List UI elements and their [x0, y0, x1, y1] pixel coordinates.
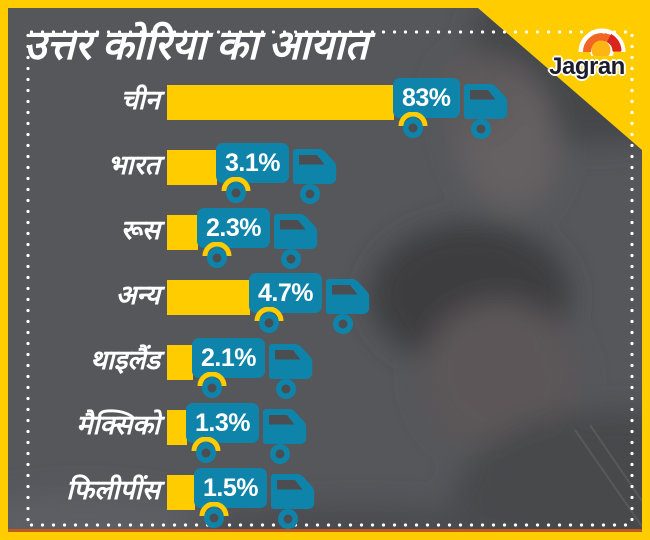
value-label: 3.1% — [225, 148, 280, 177]
value-box: 1.5% — [194, 468, 267, 528]
truck-bar: 2.3% — [167, 208, 321, 270]
truck-rear-wheel-icon — [398, 112, 428, 138]
dotted-border-right — [630, 30, 634, 527]
category-label: चीन — [120, 84, 160, 115]
bar-segment — [167, 345, 193, 380]
truck-rear-wheel-icon — [202, 242, 232, 268]
value-box: 83% — [393, 78, 460, 138]
truck-cab-icon — [292, 149, 337, 204]
category-label: रूस — [120, 214, 160, 245]
truck-bar: 2.1% — [167, 338, 316, 400]
truck-cab-icon — [325, 279, 370, 334]
bar-row: अन्य 4.7% — [18, 265, 642, 334]
truck-bar: 4.7% — [167, 273, 373, 335]
bar-row: रूस 2.3% — [18, 200, 642, 269]
category-label: अन्य — [115, 279, 160, 310]
value-box: 2.1% — [192, 338, 265, 398]
bar-segment — [167, 215, 198, 250]
bar-row: चीन 83% — [18, 70, 642, 139]
value-label: 4.7% — [258, 278, 313, 307]
truck-rear-wheel-icon — [221, 177, 251, 203]
truck-bar: 1.3% — [167, 403, 310, 465]
bar-row: फिलीपींस 1.5% — [18, 460, 642, 529]
truck-cab-icon — [262, 409, 307, 464]
bar-segment — [167, 85, 394, 120]
dotted-border-bottom — [26, 523, 634, 527]
truck-rear-wheel-icon — [254, 307, 284, 333]
value-label: 1.3% — [195, 408, 250, 437]
bar-segment — [167, 475, 195, 510]
bar-row: थाइलैंड 2.1% — [18, 330, 642, 399]
jagran-logo-arc-icon — [578, 28, 626, 62]
value-label: 1.5% — [203, 473, 258, 502]
truck-bar: 83% — [167, 78, 511, 140]
jagran-logo-text: Jagran — [549, 53, 625, 80]
truck-cab-icon — [273, 214, 318, 269]
truck-rear-wheel-icon — [197, 372, 227, 398]
bar-segment — [167, 410, 187, 445]
category-label: थाइलैंड — [89, 344, 160, 375]
value-label: 83% — [402, 83, 451, 112]
category-label: फिलीपींस — [66, 474, 160, 505]
bar-segment — [167, 280, 250, 315]
category-label: भारत — [107, 149, 160, 180]
page-title: उत्तर कोरिया का आयात — [24, 22, 368, 68]
value-box: 3.1% — [216, 143, 289, 203]
truck-cab-icon — [268, 344, 313, 399]
dotted-border-top — [26, 30, 634, 34]
bar-segment — [167, 150, 217, 185]
truck-cab-icon — [463, 84, 507, 139]
value-box: 1.3% — [186, 403, 259, 463]
category-label: मैक्सिको — [76, 409, 160, 440]
truck-rear-wheel-icon — [199, 502, 229, 528]
truck-rear-wheel-icon — [191, 437, 221, 463]
bar-row: मैक्सिको 1.3% — [18, 395, 642, 464]
value-label: 2.3% — [206, 213, 261, 242]
accent-line — [8, 529, 642, 532]
dotted-border-left — [26, 30, 30, 527]
value-box: 4.7% — [249, 273, 322, 333]
truck-bar: 3.1% — [167, 143, 340, 205]
jagran-logo: Jagran — [540, 22, 634, 80]
bar-chart: चीन 83% भारत 3.1% — [18, 70, 642, 529]
bar-row: भारत 3.1% — [18, 135, 642, 204]
truck-bar: 1.5% — [167, 468, 318, 530]
truck-cab-icon — [270, 474, 315, 529]
value-label: 2.1% — [201, 343, 256, 372]
value-box: 2.3% — [197, 208, 270, 268]
